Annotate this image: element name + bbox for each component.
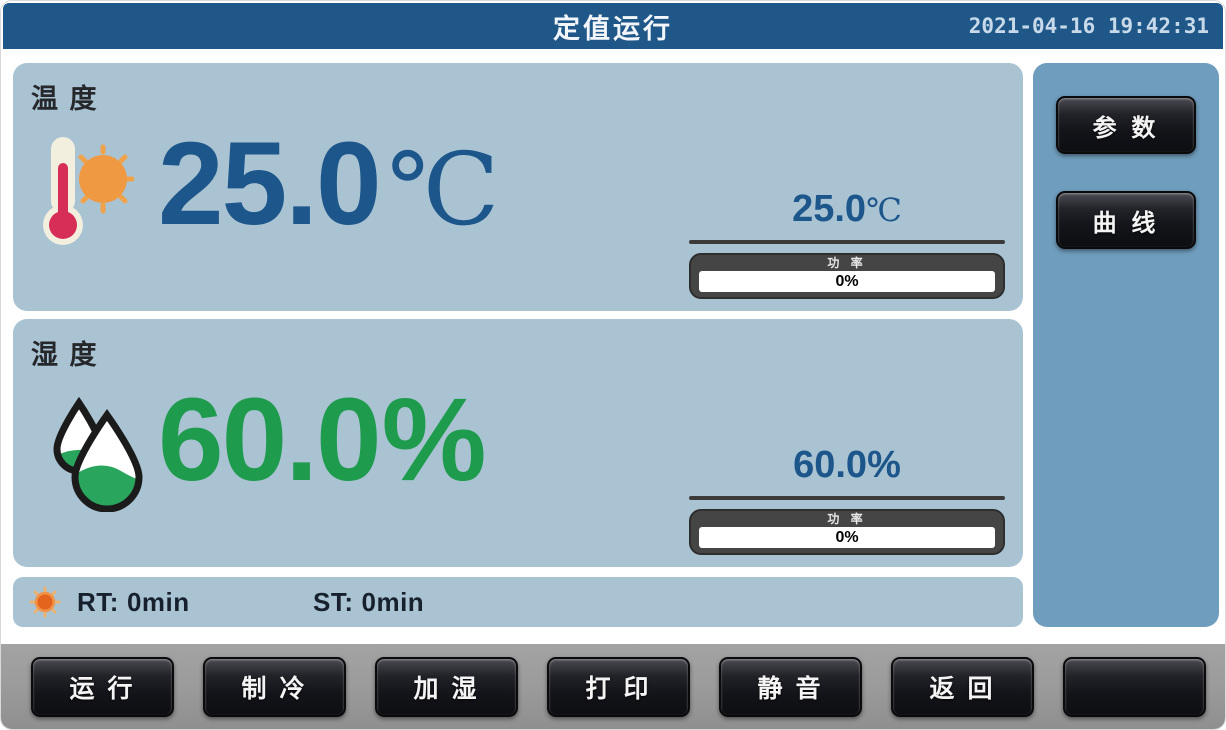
temperature-setpoint-group: 25.0℃ 功 率 0% (689, 188, 1005, 299)
rt-value: 0min (126, 587, 190, 617)
runtime-strip: RT: 0min ST: 0min (13, 577, 1023, 627)
curve-button[interactable]: 曲 线 (1056, 191, 1196, 249)
power-label: 功 率 (827, 256, 867, 270)
temperature-panel: 温 度 25.0℃ (13, 63, 1023, 311)
datetime-display: 2021-04-16 19:42:31 (968, 14, 1209, 38)
rt-label: RT: (77, 587, 119, 617)
setpoint-divider (689, 240, 1005, 244)
water-drops-icon (49, 396, 144, 513)
temperature-unit: ℃ (387, 131, 500, 248)
humidity-setpoint: 60.0% (793, 444, 901, 487)
sidebar: 参 数 曲 线 (1033, 63, 1219, 627)
humidity-setpoint-digits: 60.0 (793, 444, 868, 487)
temperature-setpoint-unit: ℃ (866, 191, 902, 230)
top-bar: 定值运行 2021-04-16 19:42:31 (3, 3, 1223, 49)
temperature-setpoint: 25.0℃ (792, 188, 902, 231)
humidity-unit: % (381, 374, 487, 506)
cooling-button[interactable]: 制 冷 (203, 657, 346, 717)
humidity-digits: 60.0 (158, 374, 382, 506)
back-button[interactable]: 返 回 (891, 657, 1034, 717)
humidity-setpoint-group: 60.0% 功 率 0% (689, 444, 1005, 555)
set-time-display: ST: 0min (313, 587, 424, 618)
temperature-power-bar: 0% (699, 271, 995, 292)
temperature-value: 25.0℃ (158, 125, 500, 243)
temperature-digits: 25.0 (158, 118, 382, 250)
blank-button[interactable] (1063, 657, 1206, 717)
run-time-display: RT: 0min (77, 587, 190, 618)
power-label: 功 率 (827, 512, 867, 526)
thermometer-sun-icon (37, 135, 137, 247)
humidity-panel: 湿 度 60.0% 60.0% (13, 319, 1023, 567)
page-title: 定值运行 (553, 13, 673, 44)
temperature-power-box: 功 率 0% (689, 253, 1005, 299)
humidity-power-value: 0% (835, 528, 859, 546)
humidity-setpoint-unit: % (867, 444, 901, 487)
humidity-power-box: 功 率 0% (689, 509, 1005, 555)
humidity-value: 60.0% (158, 381, 487, 499)
st-label: ST: (313, 587, 354, 617)
temperature-power-value: 0% (835, 272, 859, 290)
setpoint-divider (689, 496, 1005, 500)
temperature-label: 温 度 (31, 84, 99, 114)
humidity-power-bar: 0% (699, 527, 995, 548)
run-button[interactable]: 运 行 (31, 657, 174, 717)
mute-button[interactable]: 静 音 (719, 657, 862, 717)
sun-icon (29, 586, 61, 618)
st-value: 0min (361, 587, 425, 617)
print-button[interactable]: 打 印 (547, 657, 690, 717)
params-button[interactable]: 参 数 (1056, 96, 1196, 154)
bottom-bar: 运 行 制 冷 加 湿 打 印 静 音 返 回 (1, 644, 1225, 729)
humidity-label: 湿 度 (31, 340, 99, 370)
humidify-button[interactable]: 加 湿 (375, 657, 518, 717)
temperature-setpoint-digits: 25.0 (792, 188, 867, 231)
